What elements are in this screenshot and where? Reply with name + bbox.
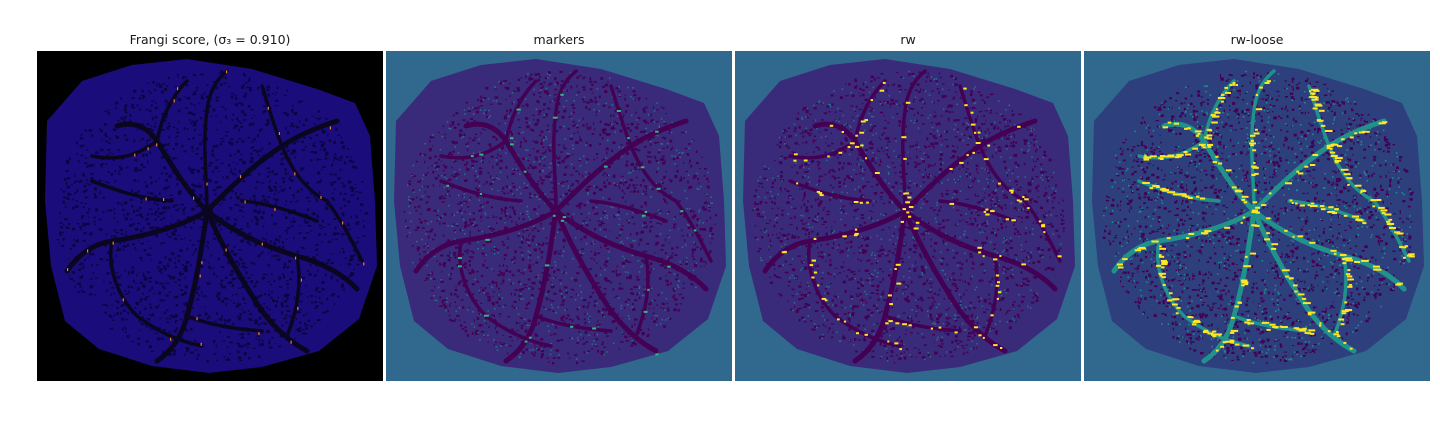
panel-title: rw xyxy=(900,32,916,47)
panel-title: rw-loose xyxy=(1230,32,1284,47)
rw-loose-image xyxy=(1084,51,1430,381)
frangi-score-image xyxy=(37,51,383,381)
panel-title: markers xyxy=(533,32,585,47)
rw-image xyxy=(735,51,1081,381)
panel-title: Frangi score, (σ₃ = 0.910) xyxy=(129,32,291,47)
markers-image xyxy=(386,51,732,381)
